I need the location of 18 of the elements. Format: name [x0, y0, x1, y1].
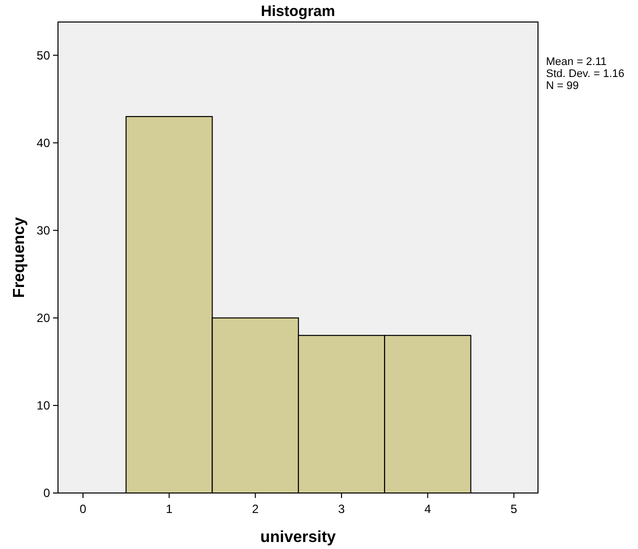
x-tick-label: 5	[510, 502, 518, 516]
text: N = 99	[546, 80, 579, 92]
text: Mean = 2.11	[546, 56, 607, 68]
y-tick-label: 20	[36, 311, 50, 326]
y-tick-label: 30	[36, 224, 50, 238]
x-tick-label: 1	[166, 502, 173, 516]
x-tick-label: 0	[80, 502, 87, 516]
y-tick-label: 10	[36, 398, 50, 413]
y-tick-label: 50	[36, 48, 50, 62]
x-tick-label: 2	[252, 502, 259, 516]
x-axis-title: university	[260, 529, 336, 546]
y-axis-title: Frequency	[11, 216, 28, 298]
y-tick-label: 40	[36, 136, 50, 150]
text: Std. Dev. = 1.16	[546, 68, 624, 80]
chart-title: Histogram	[260, 3, 336, 20]
x-tick-label: 4	[424, 502, 432, 516]
x-tick-label: 3	[338, 502, 346, 516]
y-tick-label: 0	[43, 486, 50, 500]
